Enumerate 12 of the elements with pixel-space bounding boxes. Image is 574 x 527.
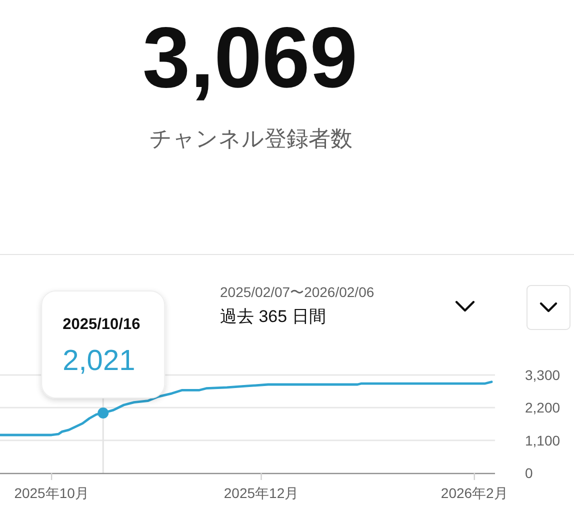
annotation: 2025/02/07〜2026/02/06 [220, 284, 374, 300]
annotation: 2025/10/16 [62, 316, 140, 333]
y-tick-label: 0 [525, 465, 533, 481]
x-tick-label: 2026年2月 [440, 485, 508, 501]
y-tick-label: 1,100 [525, 432, 560, 448]
annotation: 過去 365 日間 [220, 307, 326, 326]
x-tick-label: 2025年12月 [224, 485, 299, 501]
title: 3,069 [142, 10, 358, 106]
x-tick-label: 2025年10月 [14, 485, 89, 501]
subtitle: チャンネル登録者数 [150, 126, 352, 151]
y-tick-label: 3,300 [525, 367, 560, 383]
y-tick-label: 2,200 [525, 400, 560, 416]
